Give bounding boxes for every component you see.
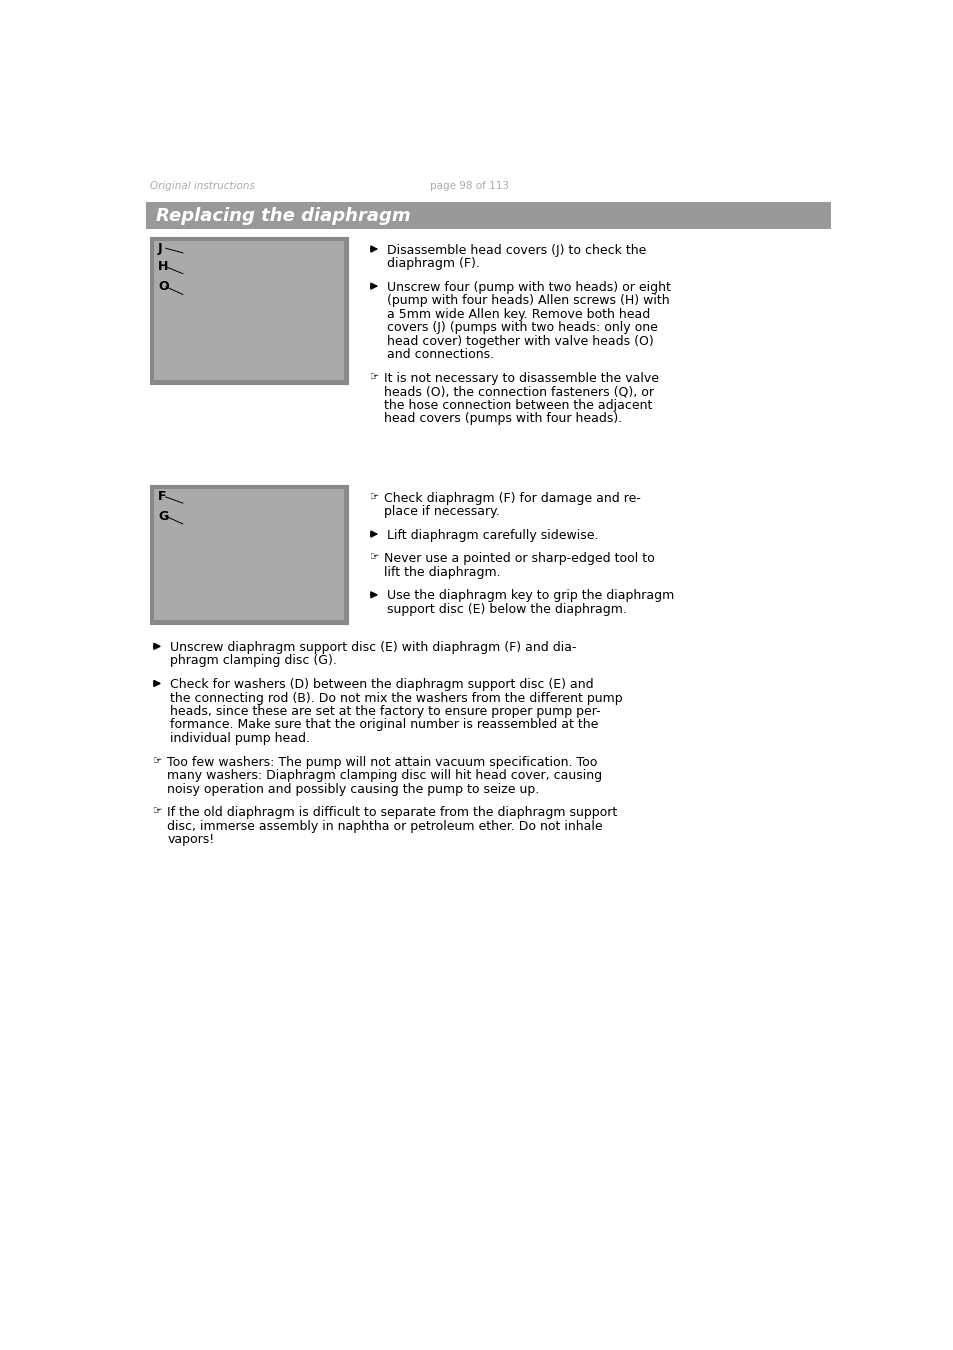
Text: formance. Make sure that the original number is reassembled at the: formance. Make sure that the original nu…	[171, 718, 598, 732]
Text: Replacing the diaphragm: Replacing the diaphragm	[156, 207, 411, 224]
Text: ☞: ☞	[369, 371, 378, 382]
Text: diaphragm (F).: diaphragm (F).	[387, 256, 479, 270]
Text: heads (O), the connection fasteners (Q), or: heads (O), the connection fasteners (Q),…	[384, 385, 654, 398]
Text: ☞: ☞	[152, 806, 161, 817]
Text: (pump with four heads) Allen screws (H) with: (pump with four heads) Allen screws (H) …	[387, 294, 669, 308]
Text: Check diaphragm (F) for damage and re-: Check diaphragm (F) for damage and re-	[384, 491, 640, 505]
Text: page 98 of 113: page 98 of 113	[429, 181, 508, 192]
Bar	[154, 489, 344, 620]
Text: Use the diaphragm key to grip the diaphragm: Use the diaphragm key to grip the diaphr…	[387, 590, 674, 602]
Bar	[154, 242, 344, 379]
Text: Original instructions: Original instructions	[150, 181, 254, 192]
Text: F: F	[158, 490, 167, 504]
Text: Check for washers (D) between the diaphragm support disc (E) and: Check for washers (D) between the diaphr…	[171, 678, 594, 691]
Bar	[146, 202, 831, 230]
Text: J: J	[158, 242, 162, 255]
Text: It is not necessary to disassemble the valve: It is not necessary to disassemble the v…	[384, 371, 659, 385]
Text: ☞: ☞	[369, 552, 378, 563]
Text: Unscrew four (pump with two heads) or eight: Unscrew four (pump with two heads) or ei…	[387, 281, 671, 294]
Text: lift the diaphragm.: lift the diaphragm.	[384, 566, 500, 579]
Text: noisy operation and possibly causing the pump to seize up.: noisy operation and possibly causing the…	[167, 783, 539, 795]
Text: a 5mm wide Allen key. Remove both head: a 5mm wide Allen key. Remove both head	[387, 308, 650, 321]
Text: support disc (E) below the diaphragm.: support disc (E) below the diaphragm.	[387, 603, 627, 616]
Text: Disassemble head covers (J) to check the: Disassemble head covers (J) to check the	[387, 243, 646, 256]
Text: Unscrew diaphragm support disc (E) with diaphragm (F) and dia-: Unscrew diaphragm support disc (E) with …	[171, 641, 577, 653]
Text: the hose connection between the adjacent: the hose connection between the adjacent	[384, 398, 652, 412]
Text: place if necessary.: place if necessary.	[384, 505, 499, 518]
Text: the connecting rod (B). Do not mix the washers from the different pump: the connecting rod (B). Do not mix the w…	[171, 691, 622, 705]
Text: H: H	[158, 261, 168, 273]
Text: heads, since these are set at the factory to ensure proper pump per-: heads, since these are set at the factor…	[171, 705, 600, 718]
Text: Too few washers: The pump will not attain vacuum specification. Too: Too few washers: The pump will not attai…	[167, 756, 597, 768]
Text: covers (J) (pumps with two heads: only one: covers (J) (pumps with two heads: only o…	[387, 321, 658, 335]
Text: Never use a pointed or sharp-edged tool to: Never use a pointed or sharp-edged tool …	[384, 552, 655, 566]
Text: O: O	[158, 281, 169, 293]
Text: many washers: Diaphragm clamping disc will hit head cover, causing: many washers: Diaphragm clamping disc wi…	[167, 769, 601, 782]
Text: G: G	[158, 510, 168, 522]
Text: ☞: ☞	[152, 756, 161, 765]
Text: Lift diaphragm carefully sidewise.: Lift diaphragm carefully sidewise.	[387, 529, 598, 541]
Text: If the old diaphragm is difficult to separate from the diaphragm support: If the old diaphragm is difficult to sep…	[167, 806, 617, 819]
Text: vapors!: vapors!	[167, 833, 214, 846]
Bar	[150, 238, 348, 383]
Text: ☞: ☞	[369, 491, 378, 502]
Bar	[150, 486, 348, 624]
Text: phragm clamping disc (G).: phragm clamping disc (G).	[171, 655, 337, 667]
Text: head cover) together with valve heads (O): head cover) together with valve heads (O…	[387, 335, 654, 348]
Text: individual pump head.: individual pump head.	[171, 732, 310, 745]
Text: head covers (pumps with four heads).: head covers (pumps with four heads).	[384, 412, 622, 425]
Text: disc, immerse assembly in naphtha or petroleum ether. Do not inhale: disc, immerse assembly in naphtha or pet…	[167, 819, 602, 833]
Text: and connections.: and connections.	[387, 348, 494, 360]
